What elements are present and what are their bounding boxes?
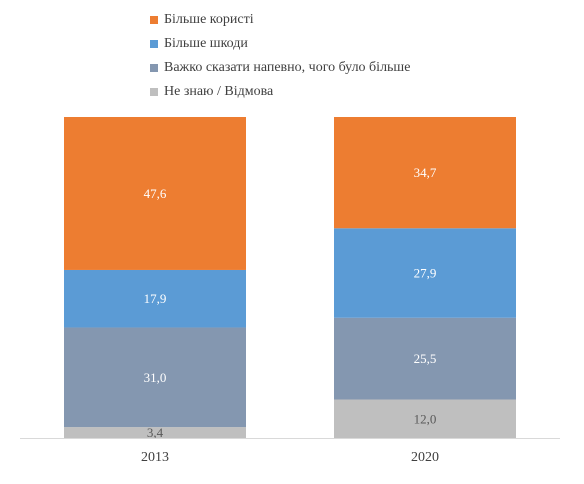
data-label-dont-know-2013: 3,4: [147, 425, 164, 440]
legend-label-dont-know: Не знаю / Відмова: [164, 84, 274, 99]
legend-label-hard-to-say: Важко сказати напевно, чого було більше: [164, 60, 411, 75]
legend-item-benefit: Більше користі: [150, 8, 410, 32]
bar-segment-dont-know-2013: [64, 427, 246, 438]
legend-label-benefit: Більше користі: [164, 12, 254, 27]
bar-segment-harm-2013: [64, 269, 246, 328]
bar-segment-hard-to-say-2020: [334, 317, 516, 400]
bar-segment-harm-2020: [334, 228, 516, 318]
bar-segment-benefit-2013: [64, 117, 246, 270]
bar-segment-benefit-2020: [334, 117, 516, 229]
bar-segment-hard-to-say-2013: [64, 327, 246, 428]
x-tick-label-2020: 2020: [411, 450, 439, 465]
legend-item-dont-know: Не знаю / Відмова: [150, 80, 410, 104]
legend-swatch-hard-to-say: [150, 64, 158, 72]
legend-swatch-dont-know: [150, 88, 158, 96]
x-tick-label-2013: 2013: [141, 450, 169, 465]
data-label-dont-know-2020: 12,0: [414, 411, 437, 426]
bar-segment-dont-know-2020: [334, 399, 516, 438]
chart-legend: Більше користі Більше шкоди Важко сказат…: [150, 8, 410, 104]
data-label-benefit-2013: 47,6: [144, 186, 167, 201]
data-label-hard-to-say-2013: 31,0: [144, 370, 167, 385]
data-label-hard-to-say-2020: 25,5: [414, 351, 437, 366]
legend-item-harm: Більше шкоди: [150, 32, 410, 56]
data-label-harm-2020: 27,9: [414, 266, 437, 281]
legend-swatch-benefit: [150, 16, 158, 24]
data-label-harm-2013: 17,9: [144, 291, 167, 306]
legend-item-hard-to-say: Важко сказати напевно, чого було більше: [150, 56, 410, 80]
legend-swatch-harm: [150, 40, 158, 48]
legend-label-harm: Більше шкоди: [164, 36, 248, 51]
data-label-benefit-2020: 34,7: [414, 165, 437, 180]
